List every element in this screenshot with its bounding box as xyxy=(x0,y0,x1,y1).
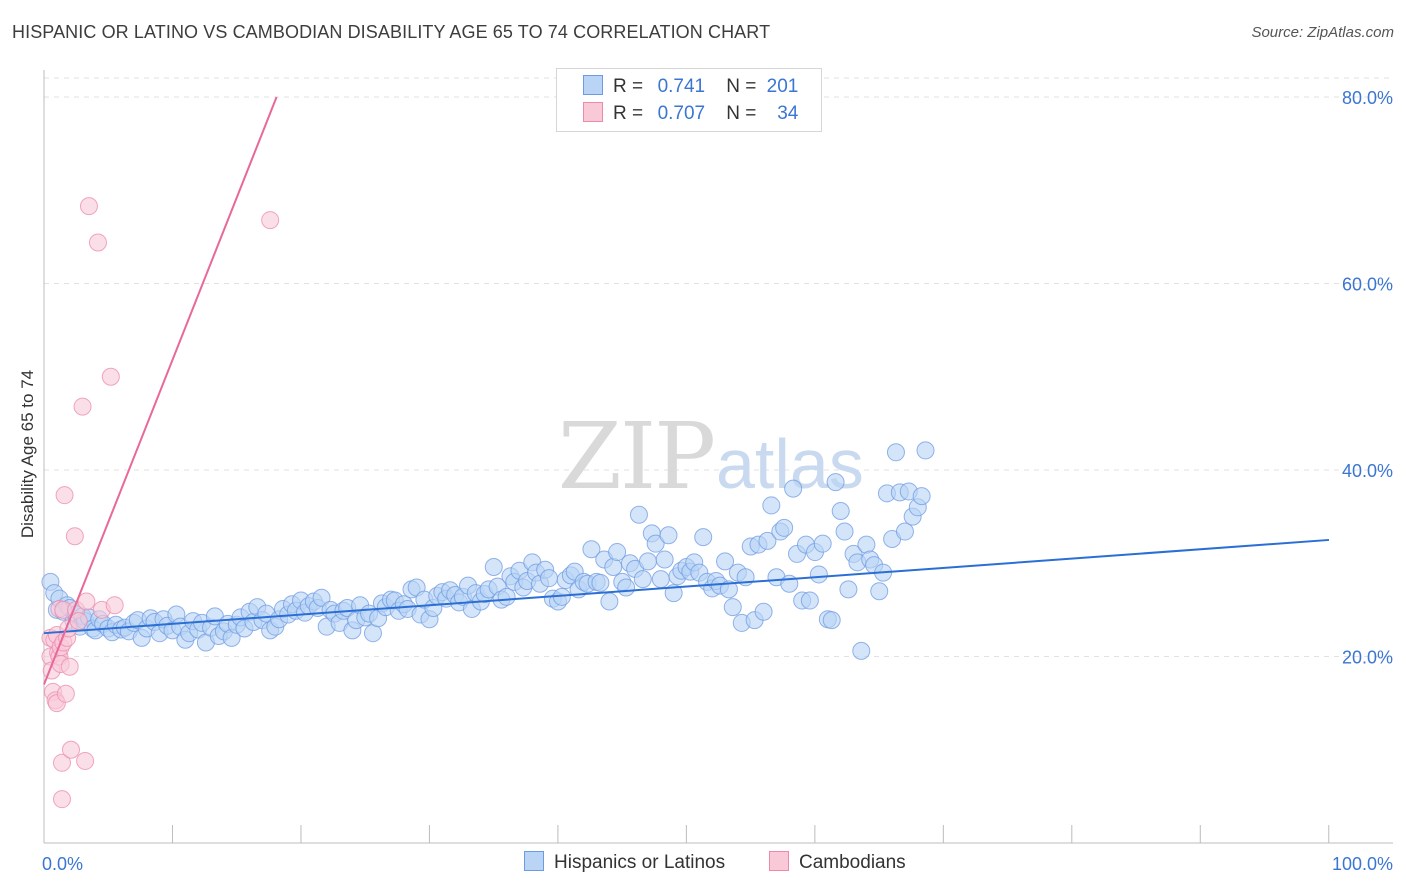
series-cambodians-points xyxy=(41,197,280,809)
data-point xyxy=(101,367,120,386)
r-value-cambodians: 0.707 xyxy=(657,103,706,124)
data-point xyxy=(659,526,678,545)
data-point xyxy=(762,496,781,515)
bottom-legend-cambodians: Cambodians xyxy=(769,851,906,874)
bottom-legend-swatch-cambodians xyxy=(769,851,789,871)
data-point xyxy=(912,487,931,506)
watermark-zip: ZIP xyxy=(558,403,714,510)
y-tick-label: 40.0% xyxy=(1342,461,1393,481)
y-tick-label: 20.0% xyxy=(1342,648,1393,668)
data-point xyxy=(809,565,828,584)
data-point xyxy=(65,527,84,546)
data-point xyxy=(870,582,889,601)
data-point xyxy=(813,534,832,553)
data-point xyxy=(484,557,503,576)
data-point xyxy=(591,573,610,592)
n-value-hispanics: 201 xyxy=(766,76,799,97)
data-point xyxy=(826,473,845,492)
data-point xyxy=(646,534,665,553)
data-point xyxy=(105,596,124,615)
data-point xyxy=(55,486,74,505)
x-tick-label-min: 0.0% xyxy=(42,854,83,874)
data-point xyxy=(52,790,71,809)
data-point xyxy=(60,657,79,676)
data-point xyxy=(629,505,648,524)
legend-row-hispanics: R = 0.741 N = 201 xyxy=(583,75,798,99)
trendline-hispanics xyxy=(43,538,1330,635)
data-point xyxy=(835,522,854,541)
data-point xyxy=(784,479,803,498)
axes xyxy=(43,70,1393,844)
data-point xyxy=(77,592,96,611)
data-point xyxy=(582,540,601,559)
n-value-cambodians: 34 xyxy=(777,103,799,124)
data-point xyxy=(88,233,107,252)
data-point xyxy=(79,197,98,216)
data-point xyxy=(822,611,841,630)
y-tick-label: 60.0% xyxy=(1342,275,1393,295)
data-point xyxy=(633,570,652,589)
data-point xyxy=(540,569,559,588)
data-point xyxy=(312,588,331,607)
bottom-legend-label-cambodians: Cambodians xyxy=(799,852,906,873)
trendlines xyxy=(43,96,1330,685)
data-point xyxy=(694,528,713,547)
data-point xyxy=(638,552,657,571)
data-point xyxy=(831,502,850,521)
y-axis-title: Disability Age 65 to 74 xyxy=(18,369,37,539)
data-point xyxy=(716,552,735,571)
data-point xyxy=(497,587,516,606)
data-point xyxy=(604,557,623,576)
data-point xyxy=(56,684,75,703)
data-point xyxy=(76,751,95,770)
legend-row-cambodians: R = 0.707 N = 34 xyxy=(583,102,798,126)
grid-lines xyxy=(44,77,1393,657)
source-label: Source: ZipAtlas.com xyxy=(1251,24,1394,41)
trendline-cambodians xyxy=(43,96,278,685)
legend-swatch-hispanics xyxy=(583,75,603,95)
bottom-legend-label-hispanics: Hispanics or Latinos xyxy=(554,852,726,873)
data-point xyxy=(719,580,738,599)
data-point xyxy=(664,584,683,603)
data-point xyxy=(754,602,773,621)
data-point xyxy=(608,543,627,562)
data-point xyxy=(895,522,914,541)
data-point xyxy=(600,592,619,611)
data-point xyxy=(52,753,71,772)
data-point xyxy=(617,578,636,597)
data-point xyxy=(655,550,674,569)
data-point xyxy=(775,518,794,537)
legend-swatch-cambodians xyxy=(583,102,603,122)
data-point xyxy=(758,531,777,550)
data-point xyxy=(852,641,871,660)
chart-title: HISPANIC OR LATINO VS CAMBODIAN DISABILI… xyxy=(12,22,771,42)
data-point xyxy=(363,624,382,643)
data-point xyxy=(857,535,876,554)
n-label: N = xyxy=(726,76,757,97)
series-hispanics-points xyxy=(41,441,935,660)
r-label: R = xyxy=(613,103,644,124)
data-point xyxy=(261,211,280,230)
data-point xyxy=(69,612,88,631)
x-tick-label-max: 100.0% xyxy=(1332,854,1393,874)
data-point xyxy=(723,598,742,617)
data-point xyxy=(73,397,92,416)
correlation-legend: R = 0.741 N = 201 R = 0.707 N = 34 xyxy=(556,68,822,132)
n-label: N = xyxy=(726,103,757,124)
data-point xyxy=(839,580,858,599)
bottom-legend-swatch-hispanics xyxy=(524,851,544,871)
r-label: R = xyxy=(613,76,644,97)
data-point xyxy=(800,591,819,610)
r-value-hispanics: 0.741 xyxy=(657,76,706,97)
y-tick-label: 80.0% xyxy=(1342,88,1393,108)
data-point xyxy=(916,441,935,460)
data-point xyxy=(886,443,905,462)
tick-labels: 20.0% 40.0% 60.0% 80.0% 0.0% 100.0% xyxy=(42,88,1393,874)
data-point xyxy=(61,740,80,759)
bottom-legend-hispanics: Hispanics or Latinos xyxy=(524,851,725,874)
data-point xyxy=(651,570,670,589)
